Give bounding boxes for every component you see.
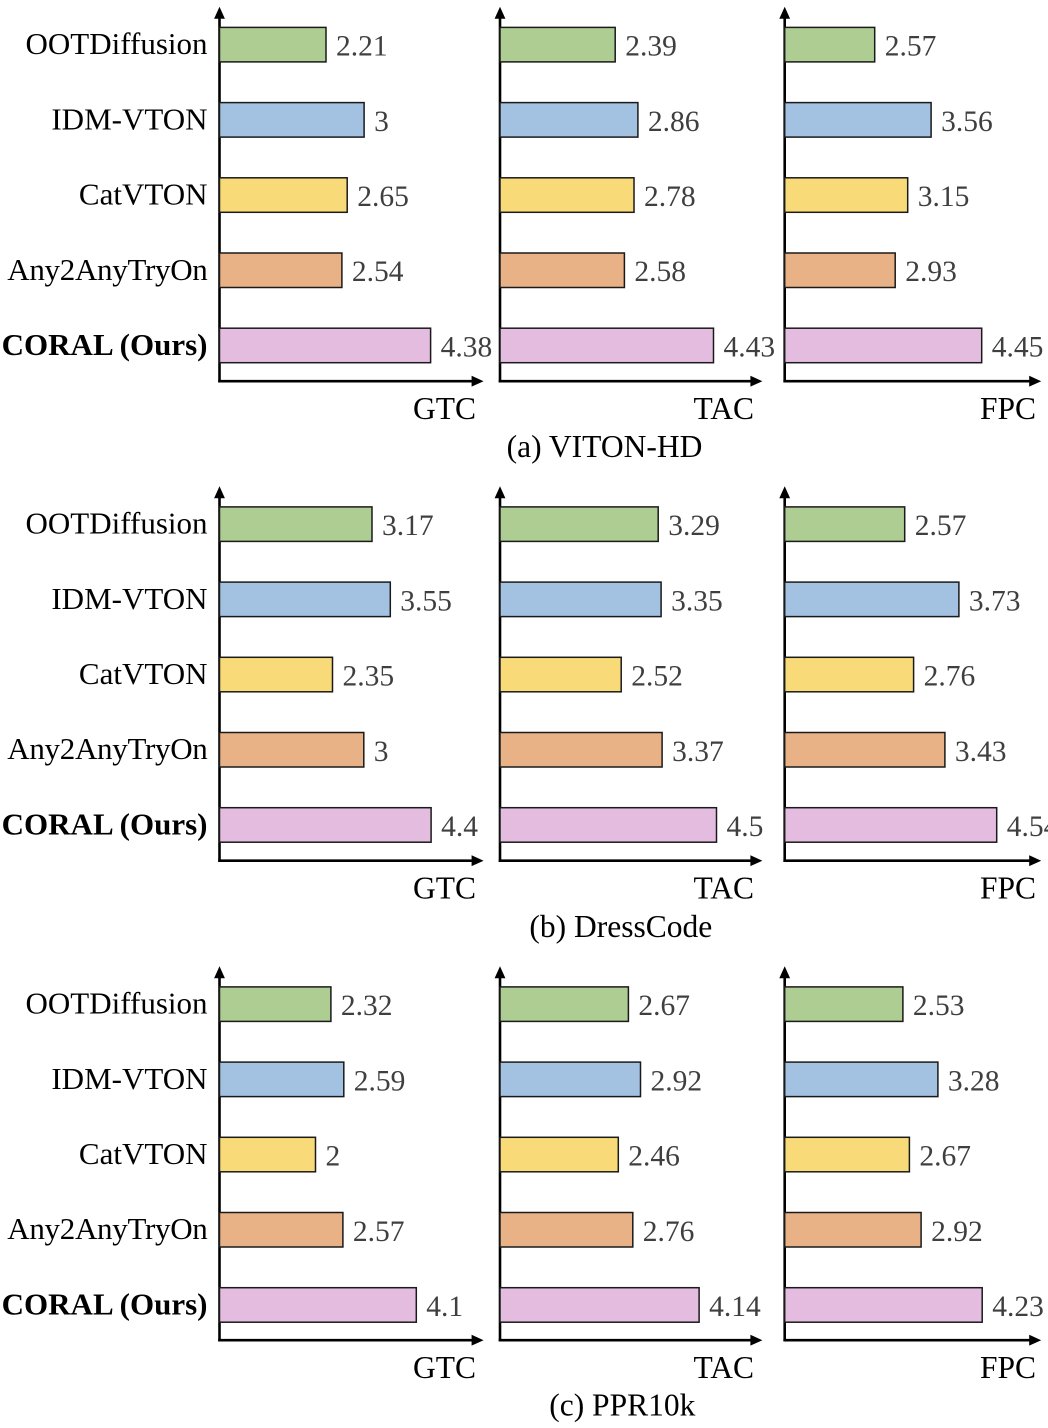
svg-text:2.92: 2.92 — [651, 1065, 703, 1097]
svg-text:4.14: 4.14 — [709, 1291, 761, 1323]
svg-text:2.57: 2.57 — [353, 1216, 405, 1248]
svg-text:3.56: 3.56 — [941, 106, 993, 138]
svg-text:2.76: 2.76 — [643, 1216, 695, 1248]
svg-text:3.55: 3.55 — [400, 585, 452, 617]
svg-text:TAC: TAC — [694, 1350, 754, 1385]
svg-text:3.17: 3.17 — [382, 510, 434, 542]
svg-text:2: 2 — [326, 1141, 341, 1173]
svg-text:Any2AnyTryOn: Any2AnyTryOn — [7, 731, 208, 766]
svg-text:FPC: FPC — [980, 391, 1036, 426]
svg-text:IDM-VTON: IDM-VTON — [51, 101, 207, 136]
svg-text:IDM-VTON: IDM-VTON — [51, 1061, 207, 1096]
svg-text:2.78: 2.78 — [644, 181, 696, 213]
svg-text:4.4: 4.4 — [441, 811, 478, 843]
svg-text:OOTDiffusion: OOTDiffusion — [26, 506, 208, 541]
svg-text:FPC: FPC — [980, 871, 1036, 906]
svg-text:CORAL (Ours): CORAL (Ours) — [2, 807, 208, 842]
svg-text:FPC: FPC — [980, 1350, 1036, 1385]
svg-text:3.37: 3.37 — [672, 736, 724, 768]
svg-text:3.29: 3.29 — [668, 510, 720, 542]
svg-text:2.86: 2.86 — [648, 106, 700, 138]
svg-text:(b) DressCode: (b) DressCode — [529, 909, 712, 944]
svg-text:CORAL (Ours): CORAL (Ours) — [2, 327, 208, 362]
svg-text:2.21: 2.21 — [336, 31, 388, 63]
svg-text:2.93: 2.93 — [905, 256, 957, 288]
svg-text:2.67: 2.67 — [919, 1141, 971, 1173]
svg-text:2.46: 2.46 — [628, 1141, 680, 1173]
svg-text:4.54: 4.54 — [1007, 811, 1048, 843]
svg-text:2.39: 2.39 — [625, 31, 677, 63]
svg-text:2.52: 2.52 — [631, 661, 683, 693]
svg-text:2.67: 2.67 — [638, 990, 690, 1022]
svg-text:2.92: 2.92 — [931, 1216, 983, 1248]
svg-text:GTC: GTC — [413, 871, 476, 906]
svg-text:3: 3 — [374, 106, 389, 138]
svg-text:OOTDiffusion: OOTDiffusion — [26, 986, 208, 1021]
svg-text:TAC: TAC — [694, 871, 754, 906]
svg-text:2.76: 2.76 — [924, 661, 976, 693]
svg-text:2.35: 2.35 — [343, 661, 395, 693]
svg-text:2.32: 2.32 — [341, 990, 393, 1022]
svg-text:2.65: 2.65 — [357, 181, 409, 213]
svg-text:Any2AnyTryOn: Any2AnyTryOn — [7, 252, 208, 287]
svg-text:3.73: 3.73 — [969, 585, 1021, 617]
svg-text:GTC: GTC — [413, 1350, 476, 1385]
svg-text:2.57: 2.57 — [885, 31, 937, 63]
svg-text:4.5: 4.5 — [727, 811, 764, 843]
svg-text:Any2AnyTryOn: Any2AnyTryOn — [7, 1211, 208, 1246]
svg-text:2.57: 2.57 — [915, 510, 967, 542]
svg-text:CatVTON: CatVTON — [79, 1136, 208, 1171]
svg-text:3: 3 — [374, 736, 389, 768]
svg-text:2.59: 2.59 — [354, 1065, 406, 1097]
svg-text:(a) VITON-HD: (a) VITON-HD — [507, 429, 703, 464]
svg-text:CatVTON: CatVTON — [79, 656, 208, 691]
svg-text:OOTDiffusion: OOTDiffusion — [26, 26, 208, 61]
svg-text:3.35: 3.35 — [671, 585, 723, 617]
svg-text:CatVTON: CatVTON — [79, 177, 208, 212]
svg-text:IDM-VTON: IDM-VTON — [51, 581, 207, 616]
svg-text:2.53: 2.53 — [913, 990, 965, 1022]
svg-text:CORAL (Ours): CORAL (Ours) — [2, 1287, 208, 1322]
svg-text:(c) PPR10k: (c) PPR10k — [549, 1388, 695, 1423]
svg-text:4.23: 4.23 — [992, 1291, 1044, 1323]
svg-text:4.1: 4.1 — [426, 1291, 463, 1323]
svg-text:4.43: 4.43 — [724, 331, 776, 363]
svg-text:4.38: 4.38 — [441, 331, 493, 363]
svg-text:2.54: 2.54 — [352, 256, 404, 288]
svg-text:3.15: 3.15 — [918, 181, 970, 213]
svg-text:3.43: 3.43 — [955, 736, 1007, 768]
svg-text:TAC: TAC — [694, 391, 754, 426]
svg-text:3.28: 3.28 — [948, 1065, 1000, 1097]
svg-text:GTC: GTC — [413, 391, 476, 426]
svg-text:4.45: 4.45 — [992, 331, 1044, 363]
svg-text:2.58: 2.58 — [634, 256, 686, 288]
